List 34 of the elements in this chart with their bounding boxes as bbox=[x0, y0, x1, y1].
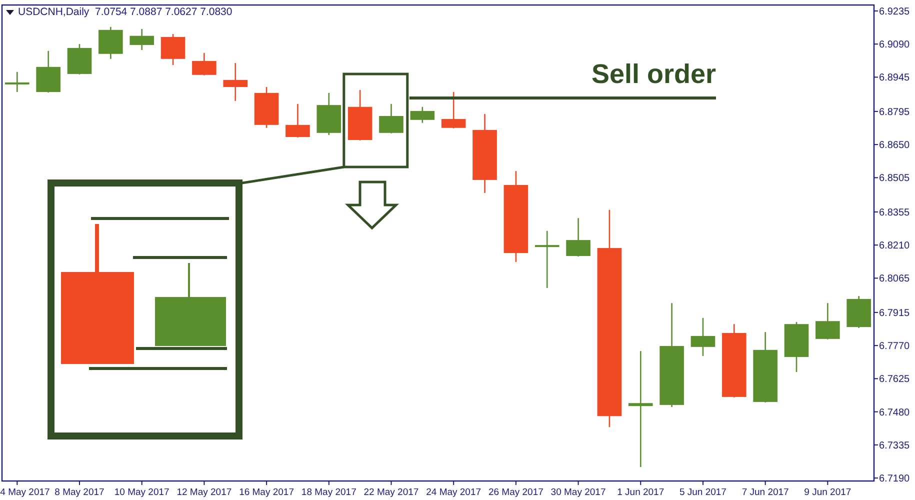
x-tick-label: 1 Jun 2017 bbox=[617, 487, 664, 498]
y-tick-label: 6.8355 bbox=[879, 207, 910, 218]
x-tick-label: 10 May 2017 bbox=[114, 487, 170, 498]
y-tick-label: 6.7770 bbox=[879, 341, 910, 352]
x-tick-label: 7 Jun 2017 bbox=[742, 487, 789, 498]
x-tick-label: 9 Jun 2017 bbox=[804, 487, 852, 498]
y-tick-label: 6.8945 bbox=[879, 72, 910, 84]
y-tick-label: 6.9235 bbox=[879, 6, 910, 18]
y-tick-label: 6.7335 bbox=[879, 440, 910, 452]
x-tick-label: 8 May 2017 bbox=[54, 487, 104, 498]
y-tick-label: 6.8065 bbox=[879, 274, 910, 285]
annotation: Sell order bbox=[591, 59, 716, 89]
y-tick-label: 6.7190 bbox=[879, 474, 910, 485]
x-tick-label: 5 Jun 2017 bbox=[679, 487, 726, 498]
y-tick-label: 6.7480 bbox=[879, 407, 910, 418]
x-tick-label: 26 May 2017 bbox=[488, 487, 544, 498]
x-tick-label: 22 May 2017 bbox=[364, 487, 419, 498]
y-tick-label: 6.9090 bbox=[879, 40, 910, 51]
x-tick-label: 30 May 2017 bbox=[550, 487, 606, 498]
x-tick-label: 18 May 2017 bbox=[301, 487, 356, 498]
candlestick bbox=[5, 71, 30, 93]
y-tick-label: 6.7625 bbox=[879, 374, 910, 386]
candlestick bbox=[628, 350, 653, 468]
x-tick-label: 16 May 2017 bbox=[239, 487, 294, 498]
chart-title: USDCNH,Daily 7.0754 7.0887 7.0627 7.0830 bbox=[18, 6, 232, 18]
candlestick bbox=[534, 230, 560, 289]
y-tick-label: 6.8505 bbox=[879, 173, 910, 184]
y-tick-label: 6.8650 bbox=[879, 140, 910, 152]
x-tick-label: 24 May 2017 bbox=[426, 487, 482, 498]
y-tick-label: 6.7915 bbox=[879, 308, 910, 319]
y-tick-label: 6.8210 bbox=[879, 240, 910, 252]
y-tick-label: 6.8795 bbox=[879, 106, 910, 118]
x-tick-label: 4 May 2017 bbox=[0, 487, 50, 498]
x-tick-label: 12 May 2017 bbox=[176, 487, 232, 498]
